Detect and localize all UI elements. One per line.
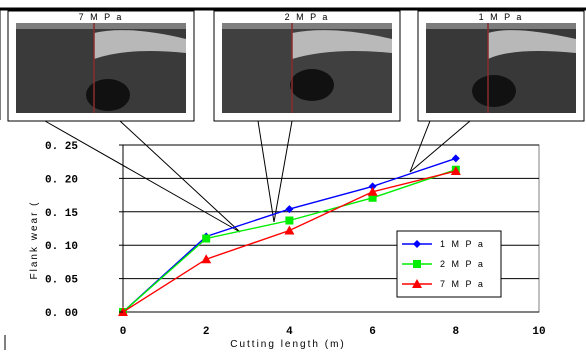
data-point [284, 225, 295, 235]
legend-marker [413, 260, 421, 268]
y-axis-title: Flank wear ( [29, 200, 40, 279]
dark-region [86, 79, 130, 111]
inset-micrograph: 1 M P a [417, 10, 585, 122]
inset-label: 7 M P a [79, 12, 124, 22]
callout-lines [44, 120, 471, 233]
x-tick-label: 0 [120, 326, 127, 338]
wear-highlight [292, 30, 392, 59]
x-tick-labels: 0 2 4 6 8 10 [120, 326, 546, 338]
y-tick-label: 0. 20 [45, 174, 78, 186]
x-tick-label: 4 [286, 326, 293, 338]
y-tick-labels: 0. 00 0. 05 0. 10 0. 15 0. 20 0. 25 [45, 141, 123, 320]
x-tick-label: 2 [203, 326, 210, 338]
data-point [285, 205, 294, 214]
y-tick-label: 0. 15 [45, 208, 78, 220]
y-tick-label: 0. 00 [45, 308, 78, 320]
tool-edge [16, 23, 186, 29]
data-point [368, 182, 377, 191]
callout-line [409, 120, 431, 173]
callout-line [273, 120, 293, 223]
series-layer [118, 154, 461, 316]
y-tick-label: 0. 05 [45, 275, 78, 287]
data-point [450, 166, 461, 176]
legend-label: 2 M P a [440, 259, 485, 269]
legend-marker [413, 240, 421, 248]
inset-micrograph: 7 M P a [7, 10, 195, 122]
y-tick-label: 0. 25 [45, 141, 78, 153]
inset-label: 1 M P a [479, 12, 524, 22]
wear-highlight [488, 30, 576, 59]
data-point [368, 193, 377, 202]
legend: 1 M P a 2 M P a 7 M P a [396, 230, 502, 298]
x-tick-label: 8 [452, 326, 459, 338]
insets: 7 M P a 2 M P a 1 M P a [7, 10, 585, 122]
y-tick-label: 0. 10 [45, 241, 78, 253]
data-point [285, 216, 294, 225]
callout-line [409, 120, 471, 173]
x-tick-label: 6 [369, 326, 376, 338]
dark-region [290, 69, 334, 101]
dark-region [472, 75, 516, 107]
data-point [202, 234, 211, 243]
legend-label: 1 M P a [440, 239, 485, 249]
callout-line [119, 120, 241, 233]
data-point [451, 154, 460, 163]
data-point [201, 254, 212, 264]
callout-line [44, 120, 241, 233]
tool-edge [222, 23, 392, 29]
data-point [367, 186, 378, 196]
legend-label: 7 M P a [440, 279, 485, 289]
callout-line [257, 120, 275, 223]
x-tick-label: 10 [532, 326, 545, 338]
legend-marker [412, 279, 422, 288]
tool-edge [426, 23, 576, 29]
inset-micrograph: 2 M P a [213, 10, 401, 122]
inset-label: 2 M P a [285, 12, 330, 22]
x-axis-title: Cutting length (m) [230, 339, 345, 350]
wear-highlight [94, 30, 186, 59]
